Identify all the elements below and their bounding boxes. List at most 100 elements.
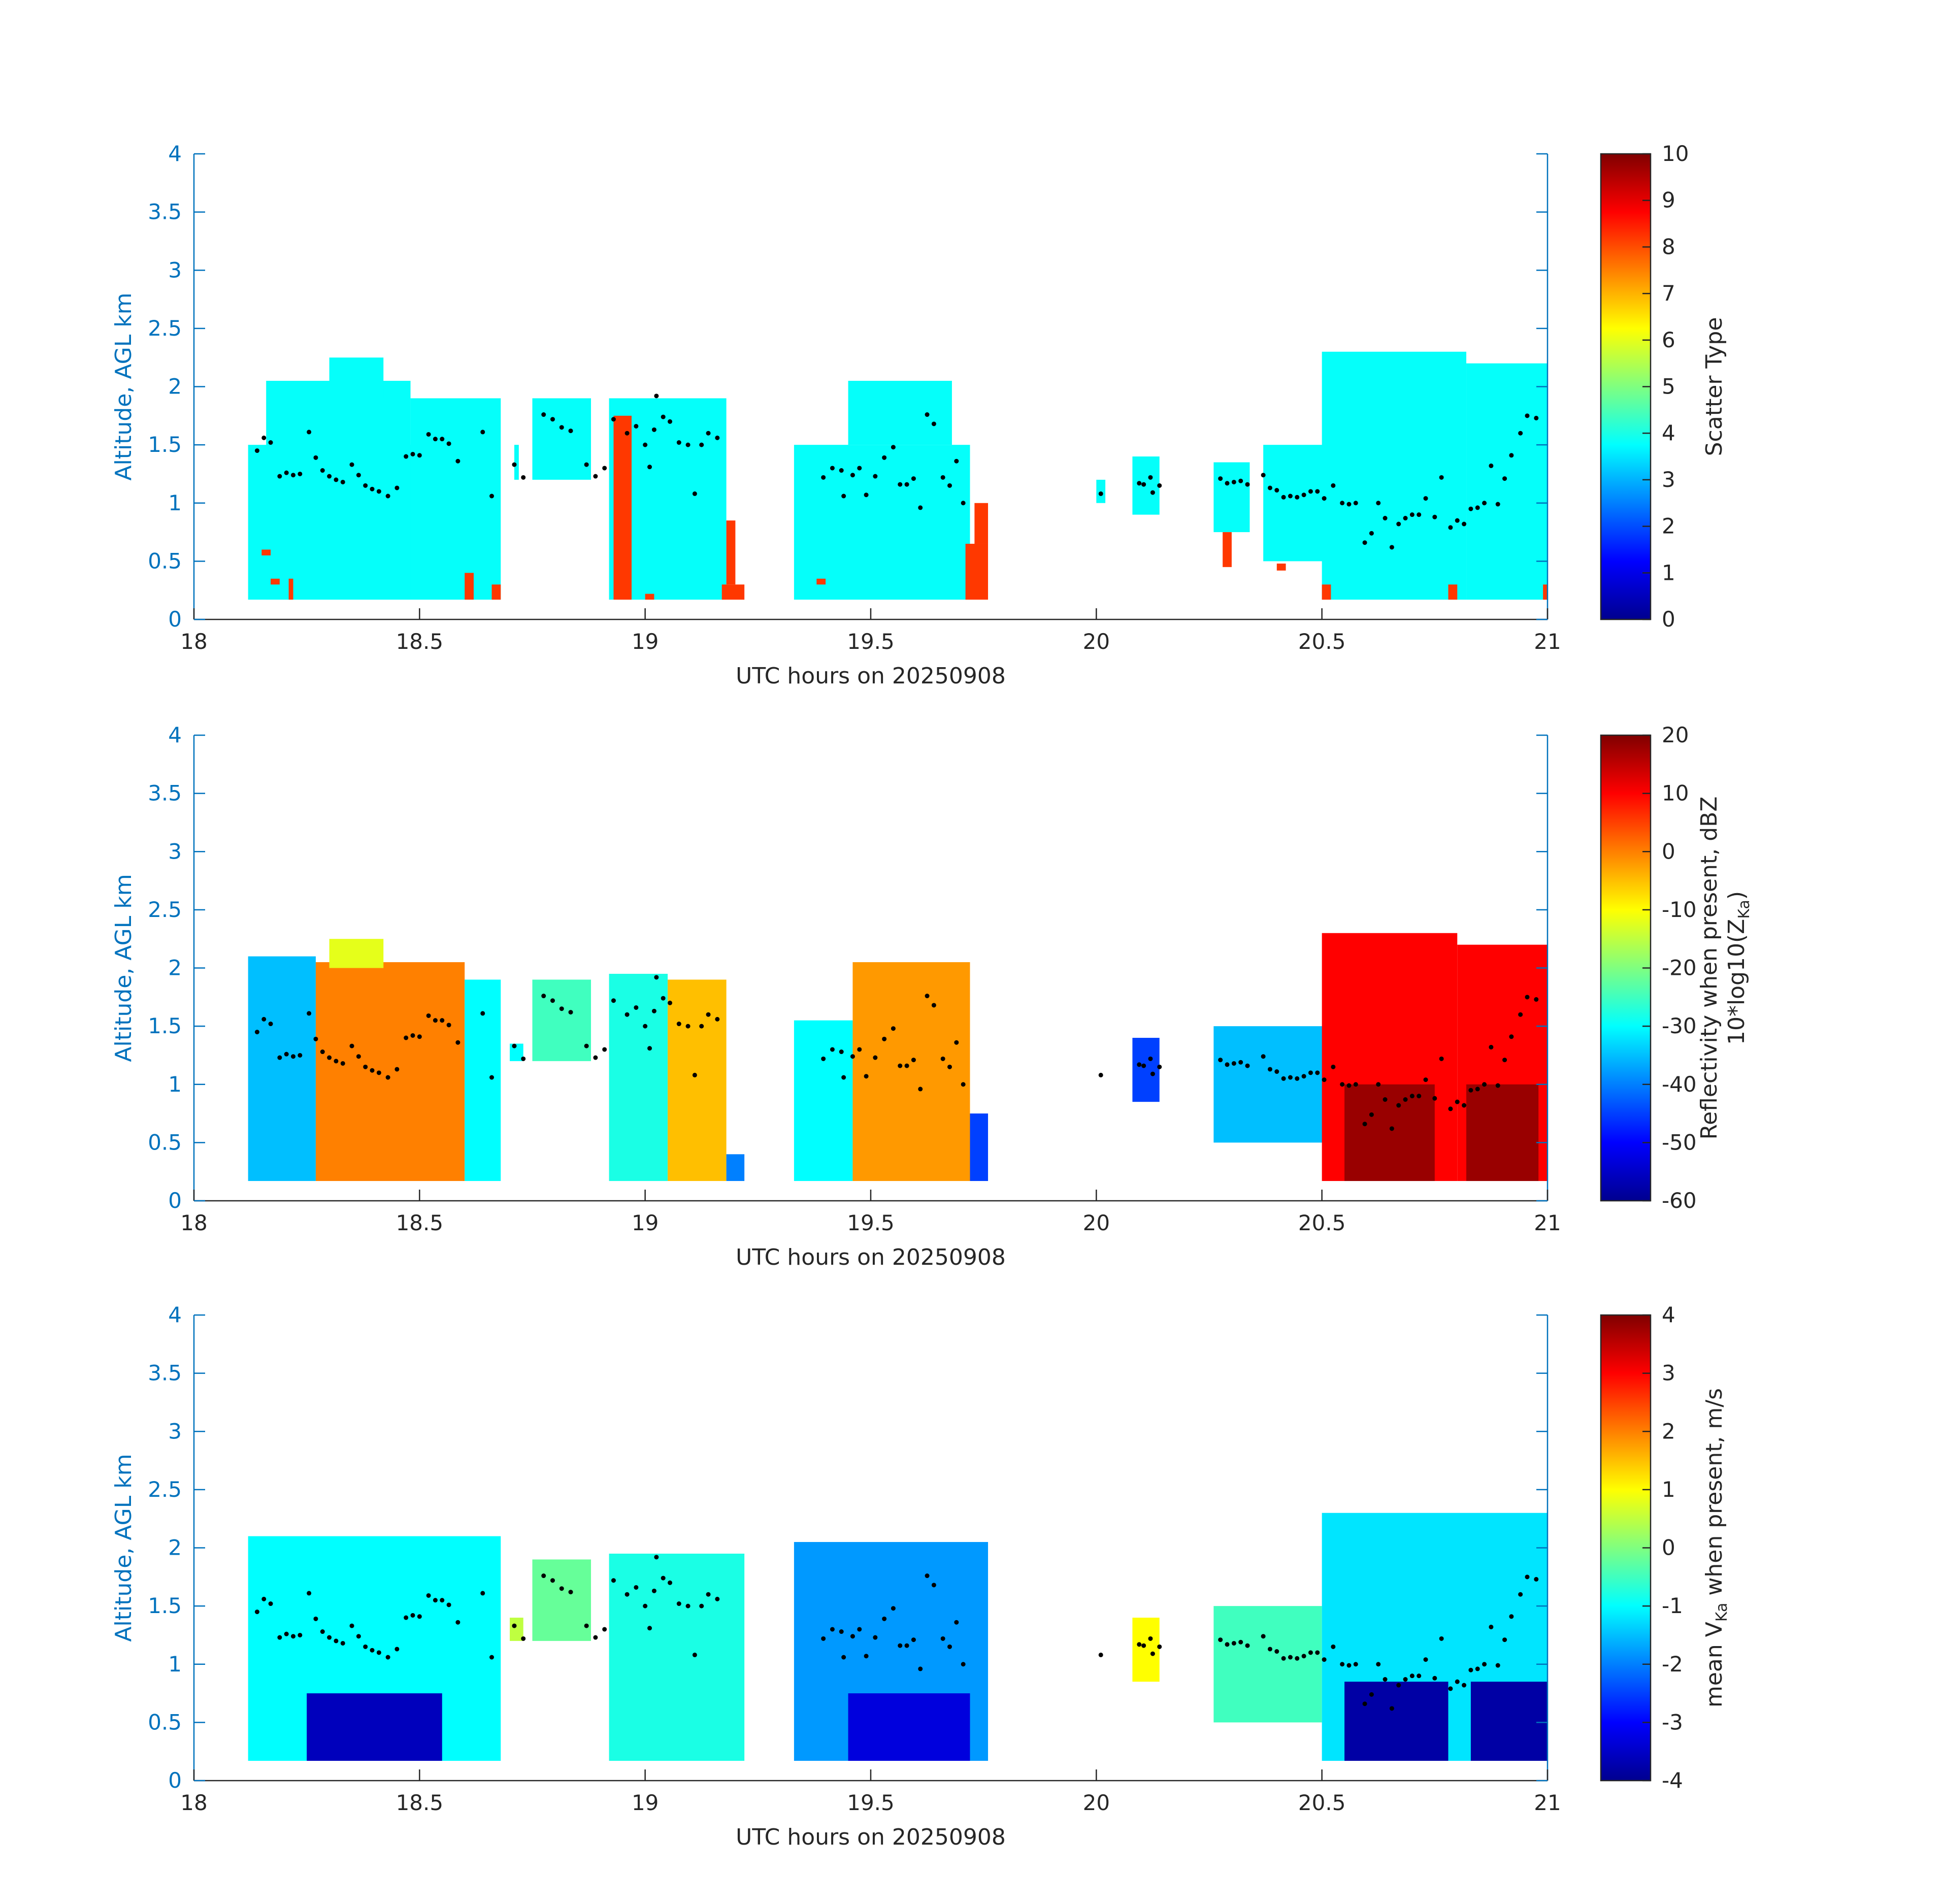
cloud-base-point [1369,1112,1374,1117]
cloud-base-point [882,1036,887,1041]
y-tick-label: 1.5 [148,1013,182,1038]
cloud-base-point [1238,478,1243,483]
y-tick-label: 1.5 [148,1593,182,1618]
cloud-base-point [277,474,282,479]
cloud-base-point [651,1588,656,1593]
cloud-base-point [1409,1094,1414,1099]
cloud-base-point [1495,1083,1500,1088]
cloud-base-point [1432,1676,1437,1681]
colorbar-label-line2: 10*log10(ZKa) [1724,891,1753,1045]
cloud-base-point [1509,453,1514,458]
cloud-base-point [1482,1662,1487,1667]
heatmap-cell [721,584,745,600]
cloud-base-point [857,1627,862,1632]
cloud-base-point [334,477,339,482]
colorbar-tick-label: 2 [1662,1419,1675,1443]
cloud-base-point [676,1601,681,1606]
cloud-base-point [1502,1058,1507,1063]
cloud-base-point [417,1034,422,1039]
x-tick-label: 18 [180,1210,207,1235]
cloud-base-point [261,435,267,440]
cloud-base-point [1475,1087,1480,1092]
cloud-base-point [864,1654,869,1659]
x-tick-label: 18 [180,1790,207,1815]
cloud-base-point [541,994,546,999]
cloud-base-point [898,1063,903,1068]
cloud-base-point [1376,501,1381,506]
heatmap-cell [816,578,826,585]
cloud-base-point [1301,493,1306,498]
cloud-base-point [685,442,690,447]
cloud-base-point [931,1583,936,1588]
heatmap-cell [329,939,384,968]
colorbar-tick-label: -40 [1662,1072,1697,1097]
cloud-base-point [1225,1062,1230,1067]
cloud-base-point [1137,481,1142,486]
cloud-base-point [898,1643,903,1648]
colorbar-tick-label: -4 [1662,1768,1683,1793]
cloud-base-point [830,466,835,471]
cloud-base-point [1331,1644,1336,1649]
cloud-base-point [1362,540,1367,545]
cloud-base-point [1417,1673,1422,1679]
cloud-base-point [1231,479,1236,484]
y-tick-label: 0 [168,607,182,632]
cloud-base-point [1098,1072,1103,1077]
y-tick-label: 3.5 [148,200,182,224]
cloud-base-point [1331,483,1336,488]
cloud-base-point [1308,1070,1313,1075]
cloud-base-point [512,462,517,467]
cloud-base-points [254,975,1539,1131]
colorbar-tick-label: 0 [1662,839,1675,864]
cloud-base-point [715,1016,720,1022]
colorbar-label2-main: 10*log10(Z [1724,919,1750,1045]
cloud-base-point [864,493,869,498]
cloud-base-point [1322,1657,1327,1662]
cloud-base-point [1489,1044,1494,1049]
y-tick-label: 1 [168,1072,182,1097]
cloud-base-point [340,479,345,484]
heatmap-cell [329,357,384,399]
cloud-base-point [1383,1097,1388,1102]
cloud-base-point [261,1596,267,1601]
x-tick-label: 20 [1083,1790,1110,1815]
cloud-base-point [1353,1082,1358,1087]
cloud-base-point [1396,1683,1401,1688]
cloud-base-point [1468,1088,1473,1093]
cloud-base-point [839,1049,844,1055]
cloud-base-point [643,1024,648,1029]
heatmap-cell [1344,1682,1449,1761]
cloud-base-point [512,1043,517,1048]
cloud-base-point [699,442,704,447]
y-tick-label: 0 [168,1188,182,1213]
cloud-base-point [327,1635,332,1640]
cloud-base-point [668,419,673,424]
heatmap-cell [1132,1618,1160,1682]
cloud-base-point [356,1054,361,1059]
cloud-base-point [385,1655,390,1660]
cloud-base-point [1518,1012,1523,1017]
cloud-base-point [611,417,616,422]
cloud-base-point [1267,485,1272,490]
y-tick-label: 2.5 [148,316,182,341]
x-tick-label: 19 [632,629,659,654]
colorbar-tick-label: 0 [1662,1535,1675,1560]
heatmap-cell [726,1154,745,1181]
cloud-base-point [1423,1657,1428,1662]
cloud-base-point [1353,501,1358,506]
cloud-base-point [611,998,616,1003]
heatmap-cell [794,445,970,600]
cloud-base-point [1261,1634,1266,1639]
cloud-base-point [327,474,332,479]
cloud-base-point [584,1043,589,1048]
cloud-base-point [455,458,460,464]
cloud-base-point [1274,488,1279,493]
cloud-base-point [1509,1034,1514,1039]
colorbar-tick-label: 4 [1662,420,1675,445]
colorbar-tick-label: -60 [1662,1188,1697,1213]
cloud-base-point [1432,514,1437,519]
cloud-base-point [1148,1636,1153,1641]
cloud-base-point [394,485,400,490]
y-axis-label: Altitude, AGL km [111,1454,137,1642]
cloud-base-point [654,393,659,399]
